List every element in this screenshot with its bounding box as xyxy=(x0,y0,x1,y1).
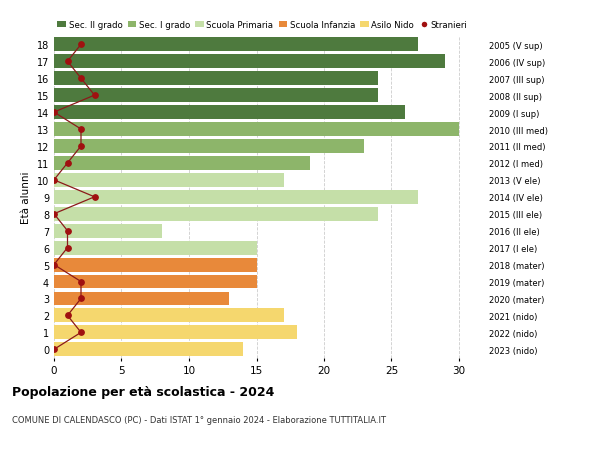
Point xyxy=(49,346,59,353)
Point xyxy=(49,211,59,218)
Bar xyxy=(54,174,284,187)
Bar xyxy=(54,207,378,221)
Y-axis label: Età alunni: Età alunni xyxy=(21,171,31,224)
Point xyxy=(76,126,86,134)
Point xyxy=(49,177,59,184)
Bar xyxy=(54,326,297,340)
Point xyxy=(49,261,59,269)
Bar xyxy=(54,89,378,103)
Point xyxy=(63,312,72,319)
Bar xyxy=(54,241,257,255)
Point xyxy=(63,245,72,252)
Bar xyxy=(54,140,364,154)
Legend: Sec. II grado, Sec. I grado, Scuola Primaria, Scuola Infanzia, Asilo Nido, Stran: Sec. II grado, Sec. I grado, Scuola Prim… xyxy=(54,17,471,34)
Point xyxy=(76,143,86,150)
Bar xyxy=(54,106,405,120)
Bar xyxy=(54,275,257,289)
Point xyxy=(76,329,86,336)
Text: COMUNE DI CALENDASCO (PC) - Dati ISTAT 1° gennaio 2024 - Elaborazione TUTTITALIA: COMUNE DI CALENDASCO (PC) - Dati ISTAT 1… xyxy=(12,415,386,424)
Point xyxy=(90,194,100,201)
Bar xyxy=(54,55,445,69)
Bar xyxy=(54,309,284,323)
Text: Popolazione per età scolastica - 2024: Popolazione per età scolastica - 2024 xyxy=(12,385,274,398)
Point xyxy=(76,41,86,49)
Bar xyxy=(54,157,311,170)
Bar xyxy=(54,38,418,52)
Point xyxy=(90,92,100,100)
Point xyxy=(76,278,86,285)
Point xyxy=(63,58,72,66)
Bar xyxy=(54,190,418,204)
Bar xyxy=(54,72,378,86)
Point xyxy=(63,228,72,235)
Point xyxy=(63,160,72,167)
Bar xyxy=(54,224,162,238)
Bar xyxy=(54,342,243,357)
Point xyxy=(76,75,86,83)
Bar xyxy=(54,258,257,272)
Point xyxy=(49,109,59,117)
Bar xyxy=(54,123,459,137)
Bar xyxy=(54,292,229,306)
Point xyxy=(76,295,86,302)
